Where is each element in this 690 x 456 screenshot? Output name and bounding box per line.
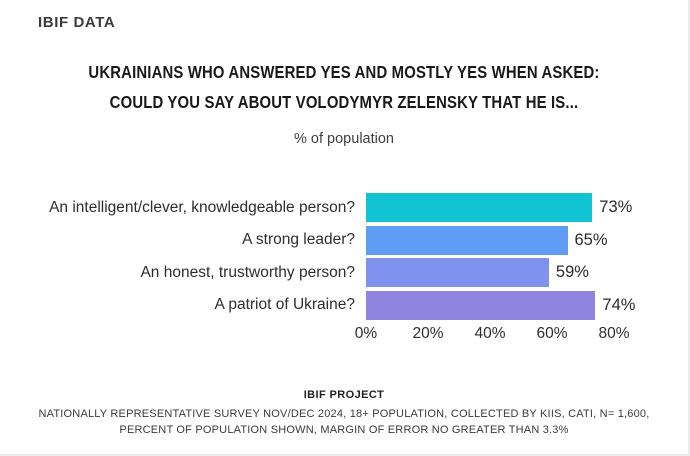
bar bbox=[366, 225, 568, 255]
x-axis-tick: 40% bbox=[474, 325, 506, 342]
chart-title: UKRAINIANS WHO ANSWERED YES AND MOSTLY Y… bbox=[0, 57, 688, 117]
footer: IBIF PROJECT NATIONALLY REPRESENTATIVE S… bbox=[0, 389, 688, 438]
chart-subtitle: % of population bbox=[294, 131, 394, 147]
x-axis-tick: 0% bbox=[354, 325, 378, 342]
bar-chart: An intelligent/clever, knowledgeable per… bbox=[0, 193, 688, 323]
brand-logo: IBIF DATA bbox=[38, 14, 116, 31]
footer-note-line1: NATIONALLY REPRESENTATIVE SURVEY NOV/DEC… bbox=[38, 408, 650, 420]
bar-value-label: 73% bbox=[599, 198, 633, 216]
bar-value-label: 74% bbox=[602, 295, 636, 314]
bar-category-label: An intelligent/clever, knowledgeable per… bbox=[49, 198, 355, 216]
bar-value-label: 59% bbox=[555, 263, 589, 281]
bar-row: A patriot of Ukraine? 74% bbox=[0, 290, 688, 320]
chart-title-line2: COULD YOU SAY ABOUT VOLODYMYR ZELENSKY T… bbox=[109, 92, 579, 112]
bar-category-label: A strong leader? bbox=[242, 231, 355, 248]
x-axis-tick: 60% bbox=[536, 325, 568, 342]
x-axis-tick: 80% bbox=[598, 325, 630, 342]
chart-title-line1: UKRAINIANS WHO ANSWERED YES AND MOSTLY Y… bbox=[88, 62, 600, 82]
bar-row: An intelligent/clever, knowledgeable per… bbox=[0, 193, 688, 222]
bar-row: An honest, trustworthy person? 59% bbox=[0, 258, 688, 287]
bar-value-label: 65% bbox=[574, 230, 608, 249]
bar-category-label: A patriot of Ukraine? bbox=[214, 296, 355, 313]
x-axis-tick: 20% bbox=[412, 325, 444, 342]
bar bbox=[366, 258, 549, 287]
bar-category-label: An honest, trustworthy person? bbox=[140, 263, 355, 281]
footer-title: IBIF PROJECT bbox=[303, 389, 385, 401]
footer-note-line2: PERCENT OF POPULATION SHOWN, MARGIN OF E… bbox=[119, 424, 569, 436]
bar bbox=[366, 290, 596, 320]
bar-row: A strong leader? 65% bbox=[0, 225, 688, 255]
bar bbox=[366, 193, 593, 222]
x-axis: 0% 20% 40% 60% 80% bbox=[355, 325, 630, 345]
